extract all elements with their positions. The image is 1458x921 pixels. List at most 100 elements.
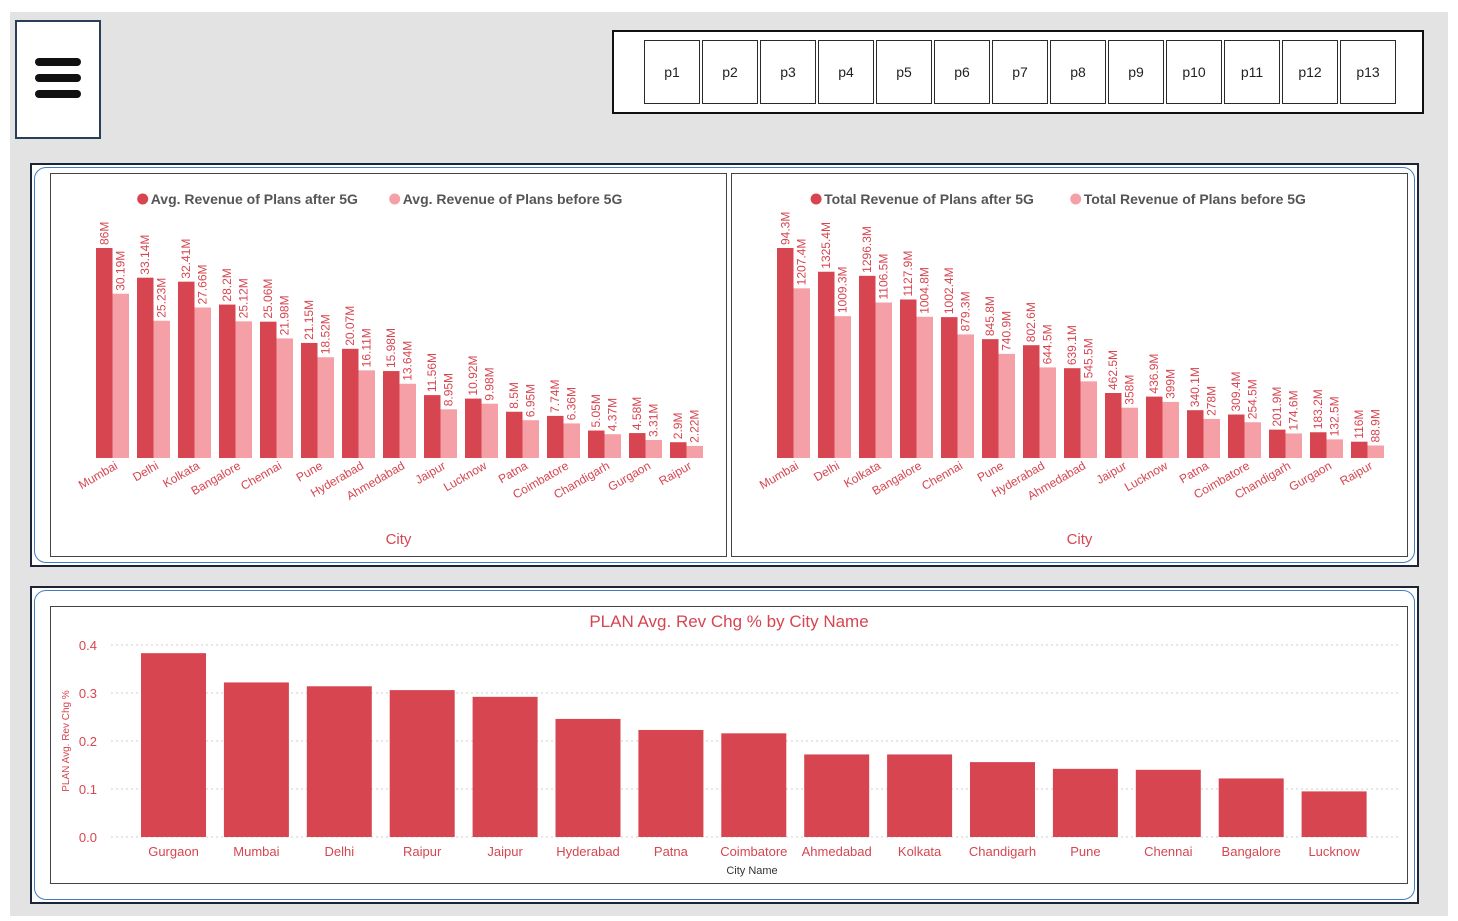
x-tick-label-gurgaon: Gurgaon bbox=[148, 844, 199, 859]
data-label-after-chandigarh: 201.9M bbox=[1270, 387, 1284, 427]
bar-after-chandigarh bbox=[1269, 429, 1286, 458]
legend-marker-before bbox=[1070, 193, 1082, 205]
data-label-after-patna: 340.1M bbox=[1188, 367, 1202, 407]
data-label-after-delhi: 1325.4M bbox=[819, 222, 833, 269]
page-button-p12[interactable]: p12 bbox=[1282, 40, 1338, 104]
data-label-after-ahmedabad: 15.98M bbox=[384, 328, 398, 368]
bar-after-hyderabad bbox=[1023, 345, 1040, 458]
rev-chg-chart-box: PLAN Avg. Rev Chg % by City Name 0.0 0.1 0.… bbox=[50, 606, 1408, 884]
x-tick-label-gurgaon: Gurgaon bbox=[1287, 458, 1334, 493]
data-label-before-mumbai: 30.19M bbox=[114, 251, 128, 291]
data-label-after-kolkata: 32.41M bbox=[179, 239, 193, 279]
data-label-before-coimbatore: 6.36M bbox=[565, 387, 579, 420]
data-label-before-lucknow: 9.98M bbox=[483, 367, 497, 400]
page-button-p7[interactable]: p7 bbox=[992, 40, 1048, 104]
top-panel-ring bbox=[34, 167, 1415, 563]
data-label-after-coimbatore: 7.74M bbox=[548, 380, 562, 413]
page-button-p4[interactable]: p4 bbox=[818, 40, 874, 104]
data-label-after-patna: 8.5M bbox=[507, 382, 521, 409]
x-tick-label-raipur: Raipur bbox=[403, 844, 442, 859]
page-button-p8[interactable]: p8 bbox=[1050, 40, 1106, 104]
bar-patna bbox=[638, 729, 704, 837]
data-label-after-jaipur: 462.5M bbox=[1106, 350, 1120, 390]
data-label-before-patna: 6.95M bbox=[524, 384, 538, 417]
bar-before-chandigarh bbox=[604, 434, 621, 458]
bar-after-gurgaon bbox=[1310, 432, 1327, 458]
x-tick-label-pune: Pune bbox=[1070, 844, 1100, 859]
page-button-p9[interactable]: p9 bbox=[1108, 40, 1164, 104]
data-label-after-bangalore: 1127.9M bbox=[901, 251, 915, 297]
bar-after-bangalore bbox=[219, 304, 236, 458]
data-label-before-hyderabad: 644.5M bbox=[1041, 324, 1055, 364]
data-label-before-ahmedabad: 13.64M bbox=[401, 341, 415, 381]
data-label-before-kolkata: 27.66M bbox=[196, 264, 210, 304]
bar-before-chennai bbox=[276, 338, 293, 458]
bar-before-ahmedabad bbox=[1080, 381, 1097, 458]
bar-after-ahmedabad bbox=[383, 371, 400, 458]
bar-gurgaon bbox=[141, 653, 206, 837]
x-tick-label-jaipur: Jaipur bbox=[487, 844, 523, 859]
y-tick-label-4: 0.4 bbox=[79, 638, 97, 653]
page-button-p2[interactable]: p2 bbox=[702, 40, 758, 104]
page-button-p10[interactable]: p10 bbox=[1166, 40, 1222, 104]
bar-before-ahmedabad bbox=[399, 383, 416, 458]
bar-before-pune bbox=[317, 357, 334, 458]
x-tick-label-mumbai: Mumbai bbox=[76, 458, 120, 491]
data-label-before-hyderabad: 16.11M bbox=[360, 328, 374, 367]
data-label-before-gurgaon: 132.5M bbox=[1328, 396, 1342, 436]
x-tick-label-lucknow: Lucknow bbox=[441, 458, 489, 494]
bar-after-coimbatore bbox=[547, 415, 564, 458]
bar-after-delhi bbox=[818, 271, 835, 458]
bar-before-kolkata bbox=[194, 307, 211, 458]
bar-kolkata bbox=[887, 754, 953, 837]
page-button-p13[interactable]: p13 bbox=[1340, 40, 1396, 104]
y-tick-label-3: 0.3 bbox=[79, 686, 97, 701]
bar-before-lucknow bbox=[1162, 401, 1179, 458]
bar-after-ahmedabad bbox=[1064, 368, 1081, 458]
x-tick-label-raipur: Raipur bbox=[656, 458, 694, 488]
x-tick-label-chandigarh: Chandigarh bbox=[969, 844, 1036, 859]
page-button-p5[interactable]: p5 bbox=[876, 40, 932, 104]
data-label-after-jaipur: 11.56M bbox=[425, 353, 439, 392]
bar-after-raipur bbox=[670, 442, 687, 458]
bar-after-chennai bbox=[941, 317, 958, 458]
bar-raipur bbox=[389, 690, 455, 837]
data-label-after-lucknow: 10.92M bbox=[466, 356, 480, 396]
y-tick-label-1: 0.1 bbox=[79, 782, 97, 797]
bar-after-lucknow bbox=[465, 398, 482, 458]
x-tick-label-gurgaon: Gurgaon bbox=[606, 458, 653, 493]
bar-after-jaipur bbox=[1105, 393, 1122, 458]
x-tick-label-hyderabad: Hyderabad bbox=[556, 844, 620, 859]
bar-after-coimbatore bbox=[1228, 414, 1245, 458]
data-label-before-raipur: 88.9M bbox=[1369, 409, 1383, 442]
data-label-after-chennai: 1002.4M bbox=[942, 267, 956, 314]
bar-after-patna bbox=[1187, 410, 1204, 458]
bar-before-raipur bbox=[1367, 445, 1384, 458]
data-label-after-pune: 845.8M bbox=[983, 296, 997, 336]
bar-before-delhi bbox=[834, 316, 851, 458]
data-label-before-delhi: 1009.3M bbox=[836, 266, 850, 313]
y-tick-label-0: 0.0 bbox=[79, 830, 97, 845]
bar-before-raipur bbox=[686, 445, 703, 458]
page-button-p3[interactable]: p3 bbox=[760, 40, 816, 104]
data-label-after-kolkata: 1296.3M bbox=[860, 226, 874, 273]
x-tick-label-delhi: Delhi bbox=[324, 844, 354, 859]
x-tick-label-mumbai: Mumbai bbox=[233, 844, 279, 859]
bar-after-chennai bbox=[260, 321, 277, 458]
x-tick-label-delhi: Delhi bbox=[130, 458, 161, 484]
hamburger-menu-button[interactable] bbox=[15, 20, 101, 139]
data-label-after-hyderabad: 20.07M bbox=[343, 306, 357, 346]
page-button-p11[interactable]: p11 bbox=[1224, 40, 1280, 104]
x-tick-label-chennai: Chennai bbox=[238, 458, 284, 492]
data-label-after-pune: 21.15M bbox=[302, 300, 316, 340]
bar-after-chandigarh bbox=[588, 430, 605, 458]
x-tick-label-mumbai: Mumbai bbox=[757, 458, 801, 491]
bar-pune bbox=[1052, 768, 1118, 837]
data-label-before-chennai: 21.98M bbox=[278, 295, 292, 335]
data-label-before-bangalore: 1004.8M bbox=[918, 267, 932, 314]
page-button-p6[interactable]: p6 bbox=[934, 40, 990, 104]
total-revenue-chart-box: Total Revenue of Plans after 5G Total Rev… bbox=[731, 173, 1408, 557]
page-button-p1[interactable]: p1 bbox=[644, 40, 700, 104]
data-label-after-raipur: 2.9M bbox=[671, 413, 685, 440]
x-tick-label-lucknow: Lucknow bbox=[1308, 844, 1360, 859]
